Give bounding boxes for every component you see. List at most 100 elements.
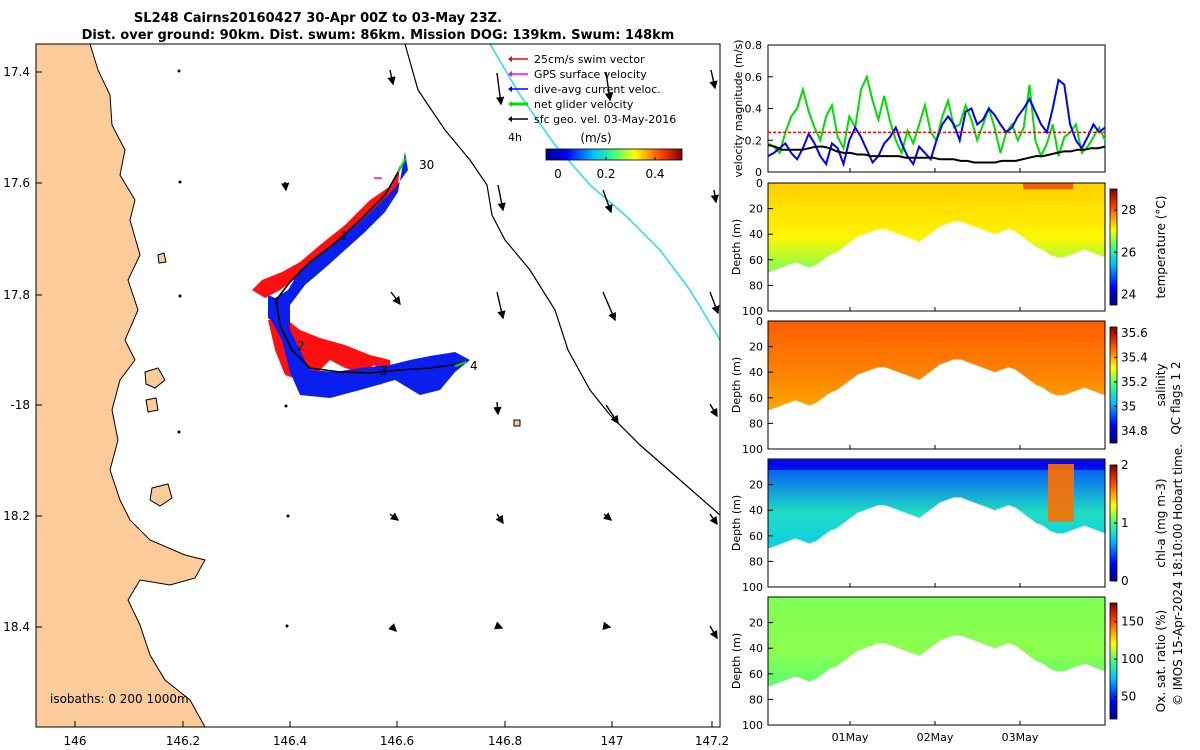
salinity-section bbox=[768, 321, 1105, 411]
temperature-ytick-label: 100 bbox=[742, 305, 763, 318]
velocity-ytick-label: 0.6 bbox=[745, 71, 763, 84]
temperature-panel: 0 20 40 60 80 100 Depth (m) 24 26 28 temperature (… bbox=[730, 177, 1168, 318]
track-label-1: 1 bbox=[340, 229, 348, 243]
salinity-ytick-label: 100 bbox=[742, 443, 763, 456]
oxygen-clabel: Ox. sat. ratio (%) bbox=[1154, 610, 1168, 712]
chlorophyll-panel: 20 40 60 80 100 Depth (m) 0 1 2 chl-a (mg m-3) bbox=[730, 458, 1168, 594]
map-legend: 25cm/s swim vector GPS surface velocity di… bbox=[508, 53, 676, 126]
chlorophyll-ctick-label: 0 bbox=[1121, 574, 1129, 588]
net-glider-arrows bbox=[397, 157, 467, 367]
lon-tick-label: 147.2 bbox=[695, 734, 729, 748]
salinity-ctick-label: 35 bbox=[1121, 399, 1136, 413]
qc-flags-text: QC flags 1 2 bbox=[1169, 361, 1183, 434]
oxygen-section bbox=[768, 597, 1105, 687]
legend-arrowhead bbox=[508, 56, 512, 62]
figure-title-line2: Dist. over ground: 90km. Dist. swum: 86k… bbox=[82, 28, 675, 43]
temperature-ytick-label: 0 bbox=[756, 177, 763, 190]
legend-label: 25cm/s swim vector bbox=[534, 53, 645, 66]
track-label-2: 2 bbox=[297, 339, 305, 353]
salinity-ctick-label: 35.4 bbox=[1121, 351, 1148, 365]
lat-tick-label: 17.6 bbox=[3, 176, 30, 190]
oxygen-ytick-label: 60 bbox=[749, 668, 763, 681]
temperature-ytick-label: 20 bbox=[749, 203, 763, 216]
velocity-axes bbox=[767, 44, 1106, 173]
velocity-series-1 bbox=[767, 78, 1106, 168]
salinity-clabel: salinity bbox=[1154, 363, 1168, 406]
legend-label: sfc geo. vel. 03-May-2016 bbox=[534, 113, 676, 126]
lat-tick-label: 18.2 bbox=[3, 509, 30, 523]
salinity-ctick-label: 34.8 bbox=[1121, 424, 1148, 438]
temperature-ctick-label: 26 bbox=[1121, 245, 1136, 259]
map-panel: 30 1 2 3 4 25cm/s swim vector GPS surface… bbox=[3, 43, 729, 748]
chlorophyll-ylabel: Depth (m) bbox=[730, 495, 743, 551]
isobaths-label: isobaths: 0 200 1000m bbox=[50, 692, 189, 706]
time-axis: 01May 02May 03May bbox=[832, 731, 1039, 744]
temperature-frame bbox=[767, 182, 1106, 312]
chlorophyll-clabel: chl-a (mg m-3) bbox=[1154, 478, 1168, 567]
temp-warm-patch bbox=[1023, 183, 1073, 189]
lat-tick-label: 18.4 bbox=[3, 620, 30, 634]
colorbar-tick-label: 0.4 bbox=[645, 167, 664, 181]
salinity-ytick-label: 40 bbox=[749, 366, 763, 379]
velocity-ytick-label: 0.2 bbox=[745, 134, 763, 147]
credit-text: © IMOS 15-Apr-2024 18:10:00 Hobart time. bbox=[1171, 444, 1185, 706]
lat-tick-label: -18 bbox=[10, 398, 30, 412]
velocity-ylabel: velocity magnitude (m/s) bbox=[732, 39, 745, 177]
colorbar-label: (m/s) bbox=[580, 131, 611, 145]
oxygen-ytick-label: 40 bbox=[749, 642, 763, 655]
legend-arrowhead bbox=[508, 71, 512, 77]
land-mass bbox=[36, 44, 206, 727]
chlorophyll-frame bbox=[767, 458, 1106, 588]
lon-tick-label: 147 bbox=[601, 734, 624, 748]
legend-arrowhead bbox=[508, 101, 512, 107]
lon-tick-label: 146.6 bbox=[380, 734, 414, 748]
oxygen-ytick-label: 80 bbox=[749, 693, 763, 706]
time-tick-label: 02May bbox=[917, 731, 954, 744]
chlorophyll-ctick-label: 1 bbox=[1121, 516, 1129, 530]
temperature-ctick-label: 28 bbox=[1121, 203, 1136, 217]
salinity-ctick-label: 35.2 bbox=[1121, 375, 1148, 389]
colorbar-tick-label: 0.2 bbox=[596, 167, 615, 181]
oxygen-colorbar bbox=[1109, 602, 1118, 720]
oxygen-ylabel: Depth (m) bbox=[730, 633, 743, 689]
temperature-ytick-label: 40 bbox=[749, 228, 763, 241]
geo-velocity-arrows bbox=[280, 69, 720, 640]
chlorophyll-ytick-label: 60 bbox=[749, 530, 763, 543]
salinity-ytick-label: 60 bbox=[749, 392, 763, 405]
temperature-clabel: temperature (°C) bbox=[1154, 196, 1168, 299]
salinity-ytick-label: 80 bbox=[749, 417, 763, 430]
time-tick-label: 03May bbox=[1002, 731, 1039, 744]
speed-colorbar bbox=[545, 148, 683, 161]
salinity-frame bbox=[767, 320, 1106, 450]
legend-label: net glider velocity bbox=[534, 98, 634, 111]
track-label-4: 4 bbox=[470, 359, 478, 373]
lon-tick-label: 146.8 bbox=[488, 734, 522, 748]
velocity-series-2 bbox=[767, 144, 1106, 164]
oxygen-ctick-label: 150 bbox=[1121, 615, 1144, 629]
temperature-ytick-label: 60 bbox=[749, 254, 763, 267]
legend-arrowhead bbox=[508, 86, 512, 92]
oxygen-ytick-label: 20 bbox=[749, 617, 763, 630]
temperature-section bbox=[768, 183, 1105, 273]
lat-tick-label: 17.8 bbox=[3, 288, 30, 302]
salinity-ctick-label: 35.6 bbox=[1121, 326, 1148, 340]
arrow-dots bbox=[177, 69, 290, 628]
legend-label: dive-avg current veloc. bbox=[534, 83, 661, 96]
salinity-ylabel: Depth (m) bbox=[730, 357, 743, 413]
oxygen-ctick-label: 50 bbox=[1121, 690, 1136, 704]
velocity-ytick-label: 0.8 bbox=[745, 39, 763, 52]
chlorophyll-ytick-label: 80 bbox=[749, 555, 763, 568]
lon-tick-label: 146.4 bbox=[273, 734, 307, 748]
chlorophyll-ytick-label: 100 bbox=[742, 581, 763, 594]
oxygen-ytick-label: 100 bbox=[742, 719, 763, 732]
temperature-colorbar bbox=[1109, 188, 1118, 306]
oxygen-ctick-label: 100 bbox=[1121, 652, 1144, 666]
isobath-200 bbox=[404, 44, 720, 516]
oxygen-frame bbox=[767, 596, 1106, 726]
chl-surface-band bbox=[768, 460, 1105, 470]
track-label-3: 3 bbox=[380, 364, 388, 378]
chlorophyll-ctick-label: 2 bbox=[1121, 458, 1129, 472]
